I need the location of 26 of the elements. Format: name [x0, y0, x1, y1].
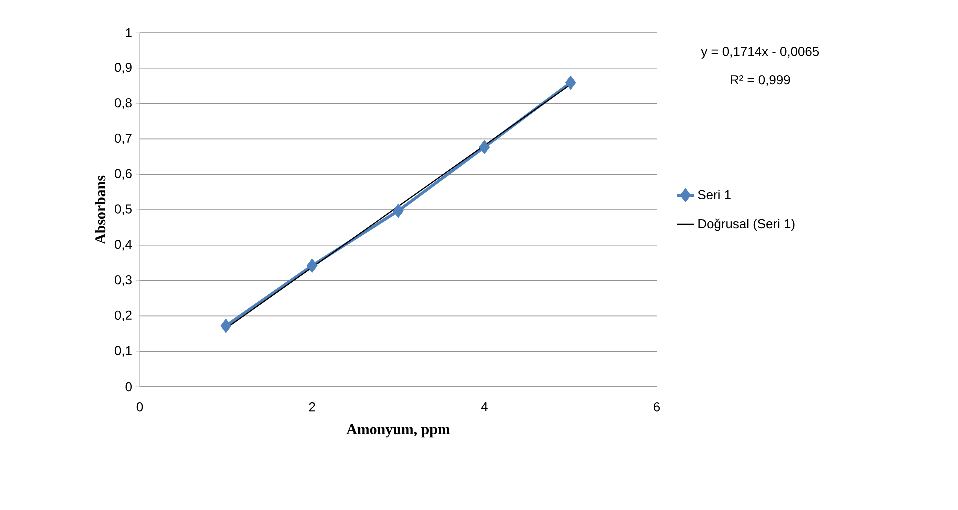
x-tick-label: 0 — [136, 402, 144, 412]
y-tick-label: 0,7 — [114, 134, 132, 145]
y-tick-label: 0,1 — [114, 346, 132, 357]
y-tick-label: 0,6 — [114, 169, 132, 180]
x-tick-label: 6 — [654, 402, 660, 412]
y-tick-label: 0,2 — [114, 310, 132, 322]
y-tick-label: 1 — [126, 28, 132, 38]
text: y = 0,1714x - 0,0065 — [701, 47, 820, 59]
y-tick-label: 0,9 — [114, 63, 132, 74]
y-tick-label: 0,4 — [114, 240, 132, 251]
x-axis-title: Amonyum, ppm — [346, 424, 450, 438]
point — [479, 140, 490, 155]
x-tick-label: 2 — [309, 402, 316, 412]
legend-label: Doğrusal (Seri 1) — [698, 218, 795, 232]
y-tick-label: 0 — [126, 382, 132, 392]
point — [393, 204, 404, 218]
text: R² = 0,999 — [731, 75, 790, 86]
point — [306, 258, 318, 274]
y-axis-title: Absorbans — [95, 176, 106, 244]
y-tick-label: 0,8 — [114, 98, 132, 110]
point — [220, 318, 232, 334]
point — [565, 76, 576, 90]
legend-label: Seri 1 — [698, 190, 731, 200]
y-tick-label: 0,5 — [114, 204, 132, 216]
x-tick-label: 4 — [481, 402, 488, 412]
y-tick-label: 0,3 — [114, 275, 132, 286]
